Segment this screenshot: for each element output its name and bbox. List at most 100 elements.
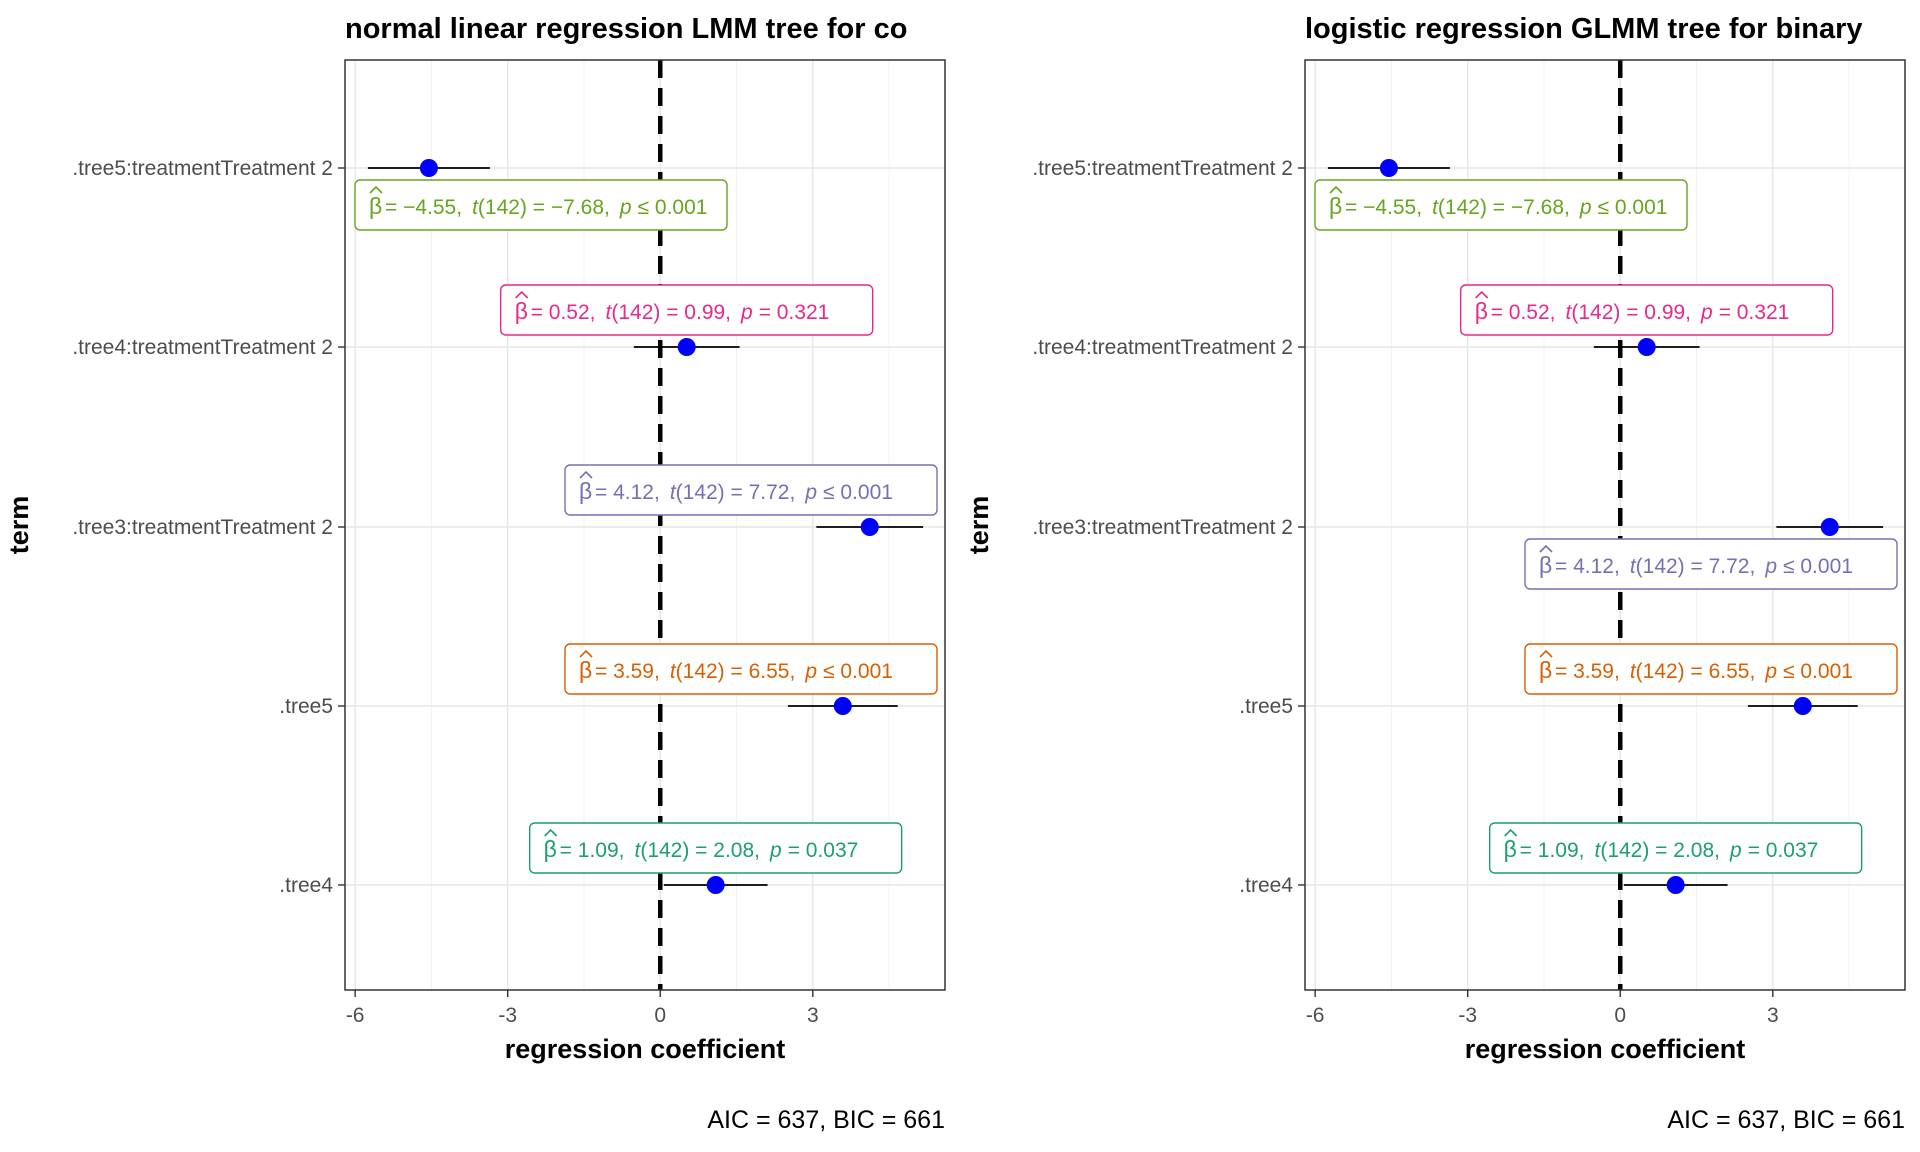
beta-hat-symbol: β <box>1539 552 1552 578</box>
t-value: (142) = −7.68, <box>478 196 610 219</box>
estimate-label-text: = 1.09, t(142) = 2.08, p = 0.037 <box>1520 839 1819 862</box>
estimate-point <box>1379 159 1398 177</box>
estimate-point <box>833 697 852 715</box>
p-symbol: p <box>1764 555 1777 578</box>
x-tick-label: 3 <box>807 1004 819 1027</box>
estimate-label-text: = 0.52, t(142) = 0.99, p = 0.321 <box>1491 301 1790 324</box>
beta-value: = 4.12, <box>595 481 660 504</box>
x-tick-label: 3 <box>1767 1004 1779 1027</box>
p-value: ≤ 0.001 <box>1598 196 1668 219</box>
chart-panel-2: logistic regression GLMM tree for binary… <box>964 13 1906 1134</box>
hat-accent <box>1539 649 1553 658</box>
beta-value: = 3.59, <box>1555 660 1620 683</box>
p-symbol: p <box>1764 660 1777 683</box>
x-tick-label: -3 <box>1458 1004 1477 1027</box>
estimate-label-box <box>354 179 728 231</box>
panel-border <box>344 59 946 991</box>
beta-hat-symbol: β <box>1329 193 1342 219</box>
hat-accent <box>579 649 593 658</box>
hat-accent <box>544 828 558 837</box>
beta-value: = 1.09, <box>560 839 625 862</box>
hat-accent <box>515 290 529 299</box>
beta-value: = 3.59, <box>595 660 660 683</box>
t-value: (142) = 6.55, <box>1636 660 1756 683</box>
p-symbol: p <box>1700 301 1713 324</box>
estimate-label: β = 4.12, t(142) = 7.72, p ≤ 0.001 <box>1524 538 1898 590</box>
estimate-label-text: = 3.59, t(142) = 6.55, p ≤ 0.001 <box>1555 660 1853 683</box>
t-symbol: t <box>606 301 613 324</box>
estimate-label: β = 4.12, t(142) = 7.72, p ≤ 0.001 <box>564 464 938 516</box>
estimate-label: β = 3.59, t(142) = 6.55, p ≤ 0.001 <box>1524 643 1898 695</box>
y-axis-title: term <box>964 496 994 555</box>
beta-value: = 0.52, <box>1491 301 1556 324</box>
t-symbol: t <box>1630 555 1637 578</box>
estimate-label: β = 0.52, t(142) = 0.99, p = 0.321 <box>1459 284 1834 336</box>
hat-accent <box>579 470 593 479</box>
beta-hat-symbol: β <box>1475 298 1488 324</box>
estimate-label-box <box>499 284 874 336</box>
estimate-point <box>706 876 725 894</box>
estimate-label-text: = 4.12, t(142) = 7.72, p ≤ 0.001 <box>1555 555 1853 578</box>
p-value: = 0.321 <box>759 301 830 324</box>
hat-accent <box>1329 185 1343 194</box>
hat-accent <box>1504 828 1518 837</box>
estimate-label-text: = 0.52, t(142) = 0.99, p = 0.321 <box>531 301 830 324</box>
t-symbol: t <box>1630 660 1637 683</box>
y-tick-label: .tree5 <box>279 695 333 718</box>
estimate-label-box <box>1314 179 1688 231</box>
estimate-label-text: = −4.55, t(142) = −7.68, p ≤ 0.001 <box>385 196 707 219</box>
estimate-label-text: = 3.59, t(142) = 6.55, p ≤ 0.001 <box>595 660 893 683</box>
estimate-point <box>860 518 879 536</box>
t-value: (142) = 0.99, <box>611 301 731 324</box>
t-symbol: t <box>634 839 641 862</box>
t-symbol: t <box>472 196 479 219</box>
beta-value: = −4.55, <box>385 196 462 219</box>
y-axis-title: term <box>4 496 34 555</box>
beta-value: = 0.52, <box>531 301 596 324</box>
estimate-point <box>1793 697 1812 715</box>
p-symbol: p <box>1729 839 1742 862</box>
estimate-label-box <box>564 643 938 695</box>
x-tick-label: -3 <box>498 1004 517 1027</box>
model-fit-caption: AIC = 637, BIC = 661 <box>1667 1106 1905 1134</box>
beta-value: = −4.55, <box>1345 196 1422 219</box>
t-symbol: t <box>1566 301 1573 324</box>
estimate-point <box>1820 518 1839 536</box>
t-value: (142) = 7.72, <box>676 481 796 504</box>
y-tick-label: .tree3:treatmentTreatment 2 <box>72 516 333 539</box>
estimate-point <box>677 338 696 356</box>
estimate-label-text: = 1.09, t(142) = 2.08, p = 0.037 <box>560 839 859 862</box>
y-tick-label: .tree5:treatmentTreatment 2 <box>72 157 333 180</box>
p-value: = 0.321 <box>1719 301 1790 324</box>
t-symbol: t <box>1594 839 1601 862</box>
estimate-label: β = 1.09, t(142) = 2.08, p = 0.037 <box>528 822 903 874</box>
beta-hat-symbol: β <box>579 657 592 683</box>
y-tick-label: .tree4 <box>279 874 333 897</box>
y-tick-label: .tree5 <box>1239 695 1293 718</box>
estimate-label-box <box>528 822 903 874</box>
y-tick-label: .tree4 <box>1239 874 1293 897</box>
t-value: (142) = −7.68, <box>1438 196 1570 219</box>
p-value: ≤ 0.001 <box>823 481 893 504</box>
chart-panel-1: normal linear regression LMM tree for co… <box>4 13 946 1134</box>
estimate-label-text: = 4.12, t(142) = 7.72, p ≤ 0.001 <box>595 481 893 504</box>
chart-title: normal linear regression LMM tree for co <box>345 13 907 45</box>
model-fit-caption: AIC = 637, BIC = 661 <box>707 1106 945 1134</box>
p-value: ≤ 0.001 <box>823 660 893 683</box>
t-value: (142) = 0.99, <box>1571 301 1691 324</box>
x-tick-label: -6 <box>1306 1004 1325 1027</box>
y-tick-label: .tree3:treatmentTreatment 2 <box>1032 516 1293 539</box>
estimate-label: β = 1.09, t(142) = 2.08, p = 0.037 <box>1488 822 1863 874</box>
x-axis-title: regression coefficient <box>1465 1034 1746 1064</box>
hat-accent <box>1475 290 1489 299</box>
t-symbol: t <box>670 660 677 683</box>
beta-value: = 4.12, <box>1555 555 1620 578</box>
y-tick-label: .tree4:treatmentTreatment 2 <box>72 336 333 359</box>
estimate-label: β = −4.55, t(142) = −7.68, p ≤ 0.001 <box>354 179 728 231</box>
p-symbol: p <box>804 660 817 683</box>
beta-hat-symbol: β <box>1539 657 1552 683</box>
p-value: = 0.037 <box>788 839 859 862</box>
t-value: (142) = 2.08, <box>640 839 760 862</box>
p-value: ≤ 0.001 <box>1783 555 1853 578</box>
t-value: (142) = 6.55, <box>676 660 796 683</box>
